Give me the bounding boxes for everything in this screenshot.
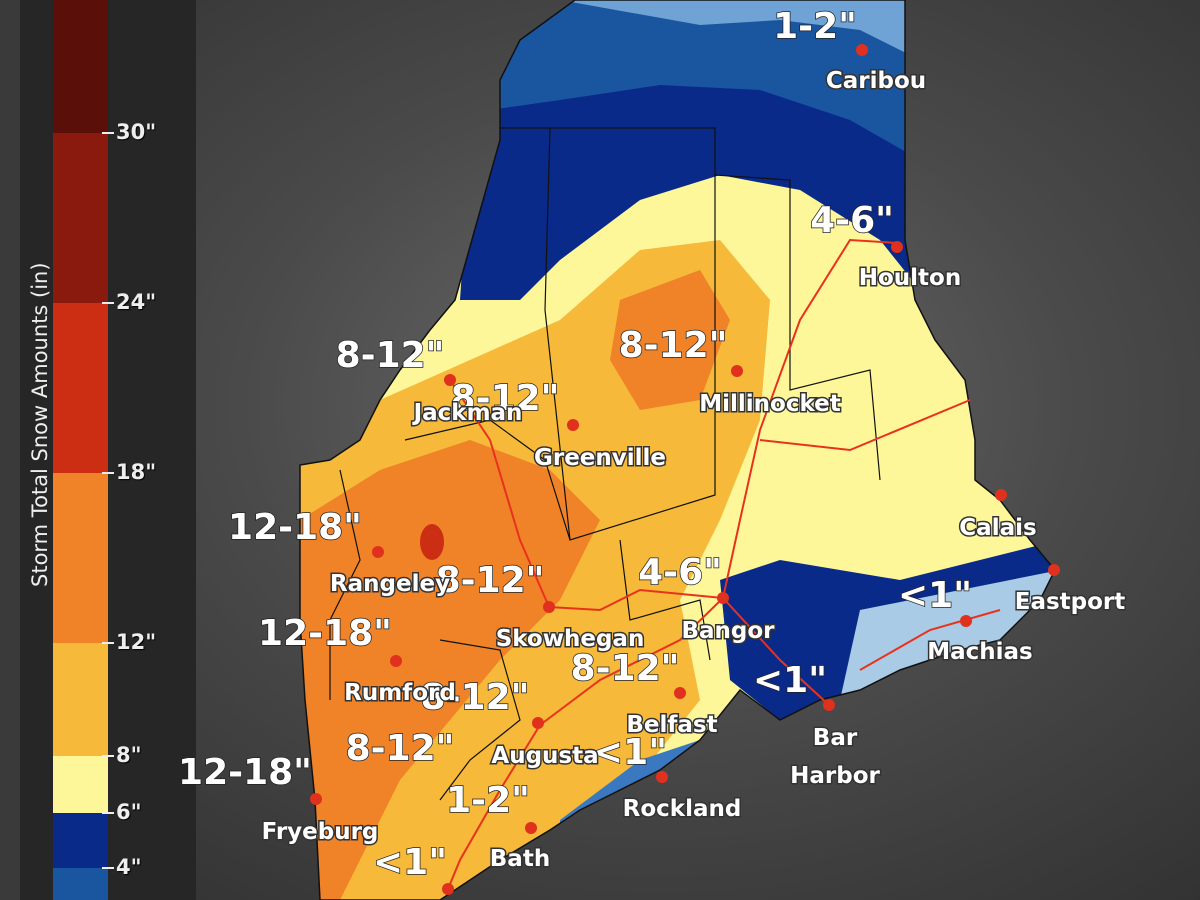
- city-label: Rockland: [623, 796, 742, 822]
- city-dot: [891, 241, 903, 253]
- legend-swatch: [53, 756, 108, 813]
- zone-12-18: [300, 440, 600, 900]
- legend-swatch: [53, 303, 108, 473]
- city-label: Millinocket: [699, 391, 841, 417]
- amount-label: 1-2": [446, 780, 530, 821]
- city-label: Bar Harbor: [790, 725, 880, 789]
- city-markers: Caribou Houlton Jackman Greenville Millinock…: [260, 44, 1127, 895]
- city-label: Bath: [490, 846, 550, 872]
- legend-tick: 8": [102, 743, 142, 767]
- city-label: Jackman: [412, 400, 523, 426]
- legend-tick: 18": [102, 460, 156, 484]
- city-label: Caribou: [826, 68, 926, 94]
- amount-label: 12-18": [228, 507, 362, 548]
- zone-1-2: [560, 0, 920, 60]
- amount-label: 8-12": [436, 560, 545, 601]
- city-dot: [442, 883, 454, 895]
- city-dot: [525, 822, 537, 834]
- amount-label: 4-6": [638, 552, 722, 593]
- legend-tick: 6": [102, 800, 142, 824]
- amount-labels: 1-2"4-6"8-12" 8-12"8-12"12-18"8-12" 4-6"<1…: [177, 5, 972, 884]
- amount-label: <1": [593, 732, 667, 773]
- city-dot: [731, 365, 743, 377]
- amount-label: 8-12": [619, 325, 728, 366]
- legend-tick: 30": [102, 120, 156, 144]
- city-label: Rangeley: [330, 571, 450, 597]
- city-dot: [1048, 564, 1060, 576]
- amount-label: 4-6": [810, 200, 894, 241]
- city-label: Belfast: [626, 712, 717, 738]
- amount-label: 12-18": [178, 752, 312, 793]
- amount-label: 1-2": [773, 6, 857, 47]
- city-label: Machias: [927, 639, 1033, 665]
- legend-swatch: [53, 133, 108, 303]
- city-dot: [856, 44, 868, 56]
- amount-label: <1": [898, 575, 972, 616]
- legend-swatch: [53, 0, 108, 133]
- city-dot: [960, 615, 972, 627]
- city-dot: [390, 655, 402, 667]
- legend-swatch: [53, 643, 108, 756]
- amount-label: 8-12": [571, 648, 680, 689]
- city-dot: [444, 374, 456, 386]
- amount-label: 12-18": [258, 613, 392, 654]
- county-lines: [329, 127, 881, 801]
- city-dot: [656, 771, 668, 783]
- zone-2-4: [480, 0, 920, 160]
- city-label: Skowhegan: [496, 626, 645, 652]
- city-dot: [567, 419, 579, 431]
- city-label: Houlton: [859, 265, 961, 291]
- city-label: Calais: [959, 515, 1036, 541]
- city-dot: [372, 546, 384, 558]
- zone-18-24: [420, 524, 444, 560]
- legend-swatch: [53, 473, 108, 643]
- legend-swatch: [53, 868, 108, 900]
- city-dot: [823, 699, 835, 711]
- city-label: Rumford: [344, 680, 456, 706]
- highways: [447, 238, 1001, 890]
- city-label: Greenville: [534, 445, 666, 471]
- amount-label: 8-12": [336, 335, 445, 376]
- city-dot: [717, 592, 729, 604]
- amount-label: 8-12": [346, 728, 455, 769]
- legend-tick: 4": [102, 855, 142, 879]
- city-label: Fryeburg: [262, 819, 379, 845]
- amount-label: 8-12": [451, 378, 560, 419]
- amount-label: 8-12": [421, 677, 530, 718]
- zone-12-18-north: [610, 270, 730, 410]
- city-label: Augusta: [491, 743, 598, 769]
- city-dot: [674, 687, 686, 699]
- city-label: Eastport: [1015, 589, 1126, 615]
- legend-color-bar: [53, 0, 108, 900]
- legend: Storm Total Snow Amounts (in) 30" 24" 18" 1…: [20, 0, 196, 900]
- city-dot: [310, 793, 322, 805]
- city-label: Bangor: [681, 618, 775, 644]
- left-strip: [0, 0, 20, 900]
- amount-label: <1": [373, 842, 447, 883]
- city-dot: [543, 601, 555, 613]
- legend-swatch: [53, 813, 108, 868]
- legend-tick: 24": [102, 290, 156, 314]
- legend-tick: 12": [102, 630, 156, 654]
- city-dot: [532, 717, 544, 729]
- amount-label: <1": [753, 660, 827, 701]
- city-dot: [995, 489, 1007, 501]
